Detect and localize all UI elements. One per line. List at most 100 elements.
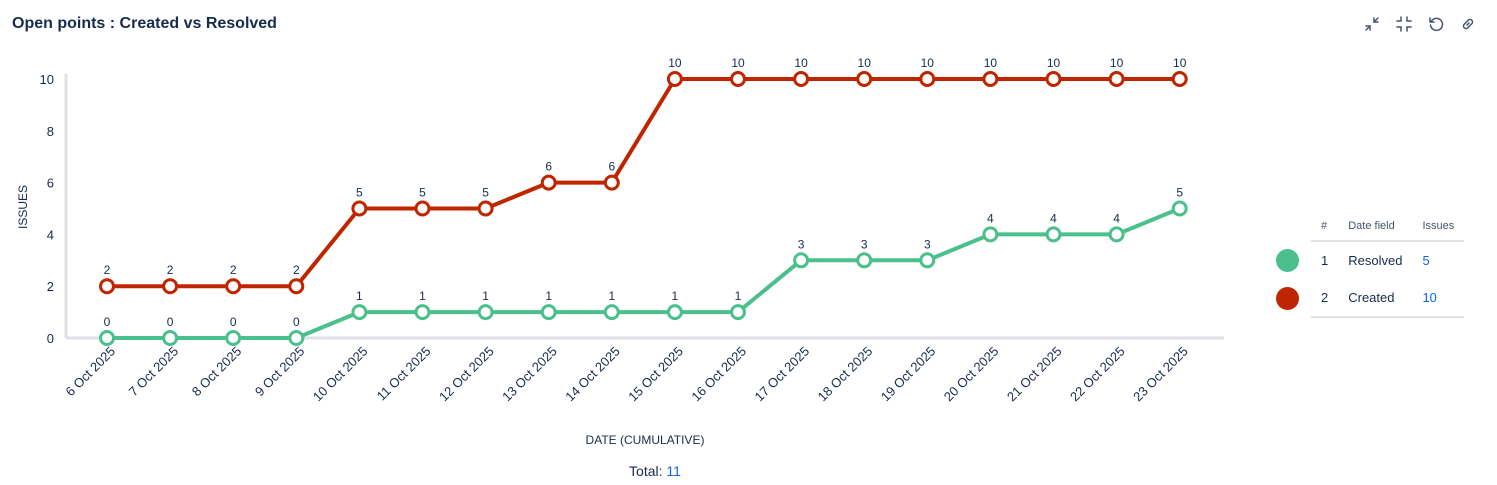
created-issues-link[interactable]: 10 — [1412, 279, 1465, 318]
created-point — [1045, 71, 1062, 87]
resolved-data-label: 1 — [735, 289, 742, 303]
resolved-data-label: 3 — [861, 237, 868, 251]
legend: # Date field Issues 1 Resolved 5 2 Creat… — [1264, 215, 1465, 318]
resolved-data-label: 1 — [356, 289, 363, 303]
legend-header-issues: Issues — [1412, 215, 1465, 242]
resolved-data-label: 3 — [924, 237, 931, 251]
x-tick-label: 15 Oct 2025 — [625, 344, 686, 405]
resolved-data-label: 1 — [482, 289, 489, 303]
resolved-data-label: 0 — [293, 315, 300, 329]
resolved-point — [225, 330, 242, 346]
legend-row-resolved: 1 Resolved 5 — [1264, 241, 1464, 279]
created-point — [477, 200, 494, 217]
resolved-data-label: 4 — [987, 211, 994, 225]
created-line — [105, 77, 1182, 289]
x-tick-label: 14 Oct 2025 — [562, 344, 623, 405]
created-point — [793, 71, 810, 87]
legend-swatch-cell — [1264, 279, 1311, 317]
x-tick-label: 8 Oct 2025 — [189, 344, 245, 400]
x-tick-label: 6 Oct 2025 — [63, 344, 119, 400]
resolved-point — [730, 304, 746, 321]
y-tick-label: 4 — [47, 227, 54, 242]
legend-row-label: Created — [1338, 279, 1413, 318]
legend-header-swatch — [1264, 215, 1311, 241]
created-data-label: 10 — [1047, 56, 1061, 70]
created-data-label: 10 — [984, 56, 998, 70]
resolved-issues-link[interactable]: 5 — [1422, 253, 1430, 268]
legend-row-label: Resolved — [1348, 253, 1403, 268]
created-data-label: 10 — [1110, 56, 1124, 70]
resolved-point — [351, 304, 368, 321]
resolved-data-label: 1 — [672, 289, 679, 303]
x-tick-label: 21 Oct 2025 — [1004, 344, 1065, 405]
created-data-label: 10 — [731, 56, 745, 70]
created-data-label: 6 — [545, 160, 552, 174]
x-tick-label: 17 Oct 2025 — [752, 344, 813, 405]
created-data-label: 5 — [419, 186, 426, 200]
minimize-icon[interactable] — [1395, 14, 1413, 34]
created-data-label: 10 — [921, 56, 935, 70]
y-tick-label: 6 — [47, 176, 54, 191]
created-data-label: 2 — [293, 263, 300, 277]
created-point — [225, 278, 242, 295]
created-point — [351, 200, 368, 217]
collapse-icon[interactable] — [1363, 14, 1381, 34]
resolved-data-label: 4 — [1113, 211, 1120, 225]
resolved-data-label: 1 — [545, 289, 552, 303]
resolved-line — [105, 206, 1182, 340]
created-data-label: 10 — [794, 56, 808, 70]
total-value-link[interactable]: 11 — [666, 463, 681, 479]
created-swatch — [1276, 286, 1299, 310]
created-point — [414, 200, 431, 217]
created-point — [1108, 71, 1125, 87]
x-tick-label: 12 Oct 2025 — [436, 344, 497, 405]
created-point — [288, 278, 305, 295]
legend-header-date-field: Date field — [1338, 215, 1413, 242]
created-point — [603, 174, 620, 191]
created-point — [856, 71, 873, 87]
link-icon[interactable] — [1459, 14, 1477, 34]
resolved-data-label: 0 — [167, 315, 174, 329]
created-point — [1171, 71, 1188, 87]
resolved-data-label: 4 — [1050, 211, 1057, 225]
created-data-label: 10 — [668, 56, 682, 70]
resolved-data-label: 0 — [230, 315, 237, 329]
resolved-point — [162, 330, 179, 346]
created-data-label: 5 — [356, 186, 363, 200]
created-data-label: 10 — [858, 56, 872, 70]
resolved-data-label: 0 — [104, 315, 111, 329]
y-tick-label: 0 — [47, 331, 54, 346]
x-tick-label: 18 Oct 2025 — [815, 344, 876, 405]
x-tick-label: 13 Oct 2025 — [499, 344, 560, 405]
resolved-point — [99, 330, 115, 346]
resolved-point — [666, 304, 683, 321]
created-point — [666, 71, 683, 87]
resolved-point — [414, 304, 431, 321]
y-tick-label: 2 — [47, 279, 54, 294]
legend-swatch-cell — [1264, 241, 1311, 279]
x-tick-label: 20 Oct 2025 — [941, 344, 1002, 405]
refresh-icon[interactable] — [1427, 14, 1445, 34]
x-axis-label: DATE (CUMULATIVE) — [586, 433, 705, 447]
x-tick-label: 11 Oct 2025 — [374, 344, 434, 404]
created-data-label: 5 — [482, 186, 489, 200]
created-point — [730, 71, 746, 87]
x-tick-label: 22 Oct 2025 — [1067, 344, 1128, 405]
x-tick-label: 7 Oct 2025 — [126, 344, 182, 400]
created-point — [919, 71, 936, 87]
y-axis-label: ISSUES — [16, 185, 30, 229]
resolved-data-label: 1 — [419, 289, 426, 303]
resolved-point — [982, 226, 999, 243]
legend-row-created: 2 Created 10 — [1264, 279, 1465, 318]
resolved-data-label: 1 — [608, 289, 615, 303]
created-point — [162, 278, 179, 295]
created-data-label: 2 — [104, 263, 111, 277]
total-summary: Total: 11 — [0, 463, 1310, 479]
created-data-label: 10 — [1173, 56, 1187, 70]
y-tick-label: 8 — [47, 124, 54, 139]
legend-header-num: # — [1311, 215, 1339, 242]
legend-row-num: 2 — [1311, 279, 1339, 318]
total-label: Total: — [629, 463, 663, 479]
created-data-label: 6 — [608, 160, 615, 174]
